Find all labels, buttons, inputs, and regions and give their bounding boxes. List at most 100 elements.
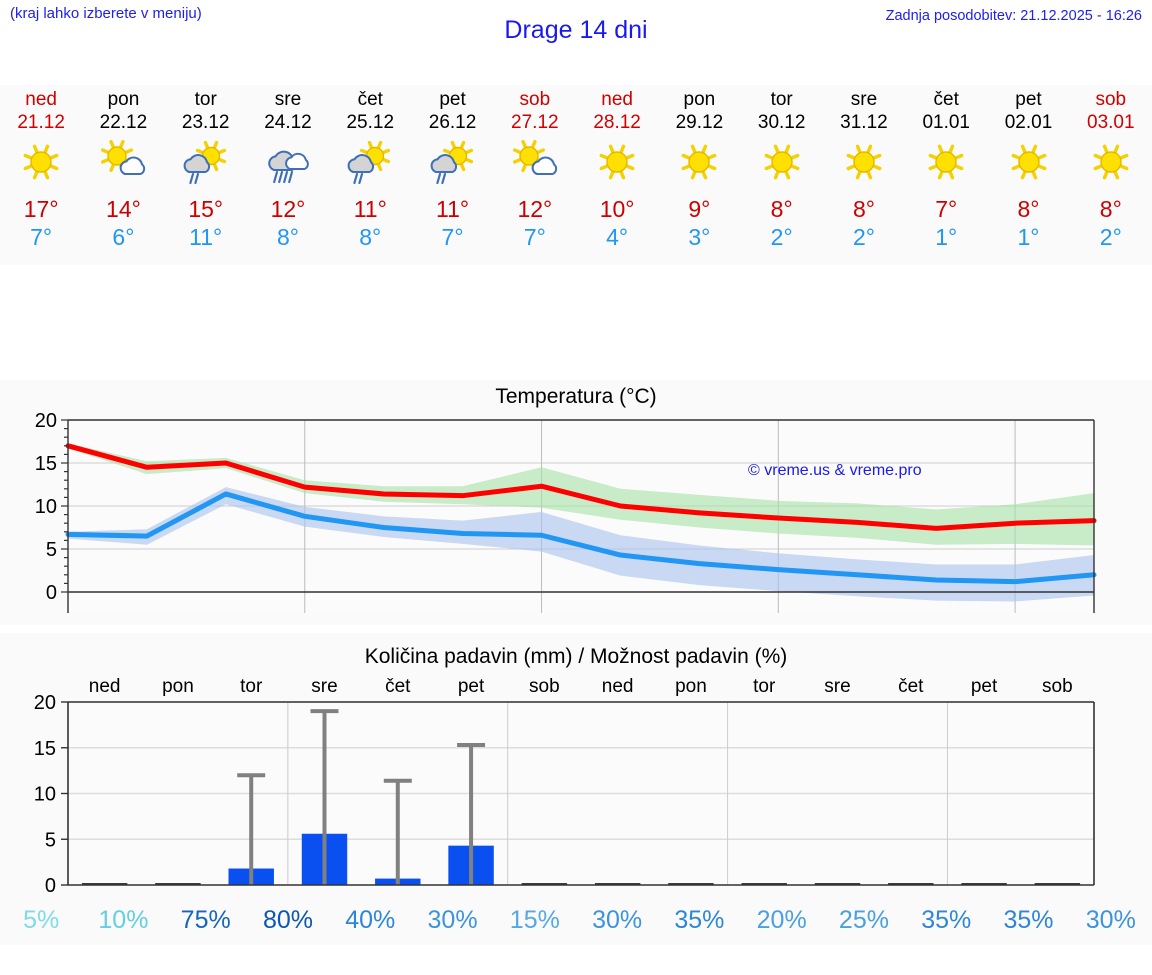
page-title: Drage 14 dni <box>504 16 648 44</box>
precipitation-chart-svg: ned pon tor sre čet pet sob ned pon tor sre čet pet s… <box>34 676 1095 897</box>
day-column[interactable]: čet 01.01 7° 1° <box>905 85 987 265</box>
precipitation-probability: 30% <box>592 905 643 934</box>
precipitation-probability: 80% <box>262 905 313 934</box>
precip-day-label: tor <box>240 676 263 697</box>
precipitation-probability-row: 5% 10% 75% 80% 40% 30% 15% 30% 35% 20% 25% 35% 35% 30… <box>0 895 1152 945</box>
spacer-band <box>0 265 1152 380</box>
day-max-temp: 11° <box>353 196 387 222</box>
day-min-temp: 4° <box>606 224 629 250</box>
day-column[interactable]: sre 24.12 12° 8° <box>247 85 329 265</box>
day-min-temp: 2° <box>1099 224 1122 250</box>
day-date: 01.01 <box>922 112 970 133</box>
svg-text:0: 0 <box>46 582 57 604</box>
day-name: sob <box>1095 89 1127 110</box>
precip-day-label: sob <box>1042 676 1073 697</box>
precip-day-label: pon <box>162 676 194 697</box>
day-date: 29.12 <box>675 112 724 133</box>
day-max-temp: 12° <box>517 196 553 222</box>
sun-cloud-rain-icon <box>329 136 411 190</box>
day-min-temp: 2° <box>852 224 875 250</box>
day-min-temp: 1° <box>935 224 958 250</box>
day-name: sre <box>274 89 302 110</box>
day-max-temp: 11° <box>436 196 470 222</box>
day-max-temp: 17° <box>23 196 59 222</box>
precipitation-probability: 15% <box>509 905 560 934</box>
day-date: 02.01 <box>1004 112 1053 133</box>
svg-text:10: 10 <box>34 784 56 806</box>
day-name: pon <box>107 89 140 110</box>
menu-note: (kraj lahko izberete v meniju) <box>10 5 202 22</box>
precipitation-probability: 35% <box>1003 905 1054 934</box>
precip-day-label: tor <box>753 676 776 697</box>
day-column[interactable]: sob 03.01 8° 2° <box>1070 85 1152 265</box>
day-date: 03.01 <box>1087 112 1135 133</box>
day-column[interactable]: pon 29.12 9° 3° <box>658 85 740 265</box>
day-column[interactable]: pon 22.12 14° 6° <box>82 85 164 265</box>
day-column[interactable]: ned 21.12 17° 7° <box>0 85 82 265</box>
sun-icon <box>987 136 1069 190</box>
temperature-chart-title: Temperatura (°C) <box>495 385 657 408</box>
precipitation-probability: 5% <box>23 905 60 934</box>
sun-icon <box>741 136 823 190</box>
svg-text:0: 0 <box>45 875 56 895</box>
temperature-chart-svg: 0 5 10 15 20 <box>35 410 1097 613</box>
precip-day-label: čet <box>898 676 924 697</box>
day-min-temp: 6° <box>112 224 135 250</box>
svg-text:15: 15 <box>35 453 57 475</box>
sun-icon <box>658 136 740 190</box>
day-name: tor <box>194 89 217 110</box>
day-name: pon <box>683 89 716 110</box>
day-date: 25.12 <box>346 112 395 133</box>
last-update-text: Zadnja posodobitev: 21.12.2025 - 16:26 <box>885 8 1142 24</box>
cloud-rain-icon <box>247 136 329 190</box>
day-column[interactable]: čet 25.12 11° 8° <box>329 85 411 265</box>
precipitation-probability: 35% <box>674 905 725 934</box>
day-min-temp: 7° <box>30 224 53 250</box>
day-date: 21.12 <box>17 112 65 133</box>
day-max-temp: 8° <box>852 196 875 222</box>
day-max-temp: 9° <box>688 196 711 222</box>
day-max-temp: 8° <box>770 196 793 222</box>
precip-day-label: ned <box>89 676 121 697</box>
day-date: 24.12 <box>264 112 312 133</box>
bottom-band <box>0 945 1152 975</box>
sun-icon <box>576 136 658 190</box>
day-name: čet <box>933 89 959 110</box>
day-max-temp: 15° <box>188 196 224 222</box>
day-date: 31.12 <box>840 112 888 133</box>
precip-day-label: pon <box>675 676 707 697</box>
day-column[interactable]: tor 30.12 8° 2° <box>741 85 823 265</box>
precipitation-probability: 35% <box>921 905 972 934</box>
day-date: 23.12 <box>181 112 230 133</box>
sun-cloud-icon <box>82 136 164 190</box>
day-column[interactable]: sob 27.12 12° 7° <box>494 85 576 265</box>
precip-day-label: pet <box>971 676 998 697</box>
day-column[interactable]: pet 26.12 11° 7° <box>411 85 493 265</box>
precipitation-probability: 30% <box>427 905 478 934</box>
svg-text:20: 20 <box>34 692 56 714</box>
day-name: sob <box>519 89 551 110</box>
day-max-temp: 8° <box>1017 196 1040 222</box>
sun-icon <box>905 136 987 190</box>
day-column[interactable]: sre 31.12 8° 2° <box>823 85 905 265</box>
day-max-temp: 8° <box>1099 196 1122 222</box>
precip-day-label: sre <box>824 676 850 697</box>
day-column[interactable]: pet 02.01 8° 1° <box>987 85 1069 265</box>
day-column[interactable]: tor 23.12 15° 11° <box>165 85 247 265</box>
day-max-temp: 12° <box>270 196 306 222</box>
sun-icon <box>1070 136 1152 190</box>
copyright-text: © vreme.us & vreme.pro <box>748 462 922 479</box>
day-max-temp: 10° <box>599 196 635 222</box>
day-name: pet <box>439 89 466 110</box>
day-column[interactable]: ned 28.12 10° 4° <box>576 85 658 265</box>
precipitation-chart-title: Količina padavin (mm) / Možnost padavin … <box>364 645 788 668</box>
sun-cloud-icon <box>494 136 576 190</box>
precip-day-label: sob <box>529 676 560 697</box>
precip-day-label: ned <box>602 676 634 697</box>
precipitation-probability: 10% <box>98 905 149 934</box>
sun-cloud-rain-icon <box>411 136 493 190</box>
day-min-temp: 8° <box>359 224 382 250</box>
day-date: 30.12 <box>757 112 806 133</box>
day-min-temp: 1° <box>1017 224 1040 250</box>
daily-forecast-strip: ned 21.12 17° 7° pon 22.12 14° 6° tor 23.12 15° 11°… <box>0 85 1152 265</box>
